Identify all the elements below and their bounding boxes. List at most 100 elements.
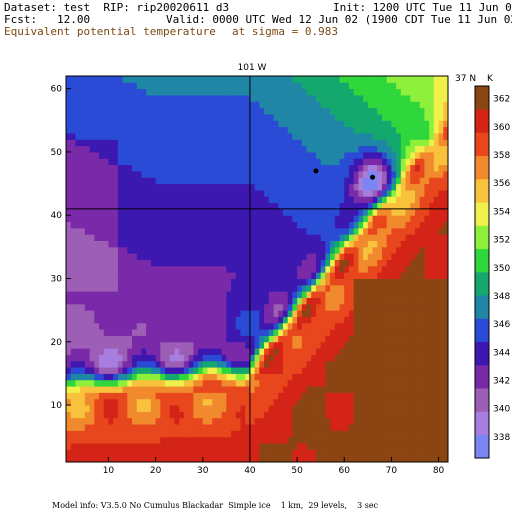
field-cell: [377, 316, 383, 324]
field-cell: [372, 354, 378, 362]
field-cell: [381, 373, 388, 381]
field-cell: [424, 392, 430, 400]
field-cell: [396, 259, 402, 267]
field-cell: [141, 411, 147, 419]
field-cell: [273, 436, 279, 444]
field-cell: [424, 436, 430, 444]
field-cell: [353, 158, 359, 166]
field-cell: [155, 354, 161, 362]
field-cell: [287, 455, 293, 462]
field-cell: [287, 76, 293, 83]
field-cell: [179, 94, 185, 102]
field-cell: [315, 240, 322, 248]
field-cell: [282, 291, 289, 298]
field-cell: [235, 265, 241, 273]
field-cell: [66, 196, 72, 204]
field-cell: [146, 443, 152, 450]
field-cell: [282, 405, 289, 412]
field-cell: [367, 291, 374, 298]
field-cell: [66, 449, 72, 457]
field-cell: [320, 341, 326, 349]
field-cell: [226, 120, 232, 128]
field-cell: [405, 265, 411, 273]
field-cell: [348, 253, 355, 261]
field-cell: [311, 120, 317, 128]
field-cell: [165, 443, 171, 450]
field-cell: [334, 234, 341, 242]
field-cell: [325, 405, 331, 412]
field-cell: [301, 221, 308, 229]
field-cell: [160, 120, 166, 128]
field-cell: [117, 367, 124, 374]
field-cell: [372, 170, 378, 178]
field-cell: [141, 88, 147, 96]
field-cell: [429, 221, 435, 229]
field-cell: [264, 398, 270, 406]
field-cell: [155, 234, 161, 242]
field-cell: [330, 335, 336, 343]
field-cell: [372, 417, 378, 425]
field-cell: [372, 436, 378, 444]
x-tick-label: 20: [150, 466, 162, 476]
field-cell: [240, 341, 246, 349]
field-cell: [179, 240, 185, 248]
field-cell: [136, 379, 142, 387]
field-cell: [146, 76, 152, 83]
field-cell: [268, 430, 275, 438]
field-cell: [363, 145, 369, 153]
field-cell: [414, 430, 421, 438]
field-cell: [231, 158, 237, 166]
field-cell: [273, 417, 279, 425]
field-cell: [240, 265, 246, 273]
field-cell: [438, 322, 444, 330]
field-cell: [438, 240, 444, 248]
field-cell: [424, 278, 430, 286]
field-cell: [169, 253, 175, 261]
field-cell: [226, 443, 232, 450]
field-cell: [169, 417, 175, 425]
field-cell: [202, 348, 208, 355]
field-cell: [386, 82, 392, 90]
field-cell: [330, 392, 336, 400]
field-cell: [386, 265, 392, 273]
field-cell: [249, 221, 256, 229]
field-cell: [363, 94, 369, 102]
field-cell: [174, 405, 180, 412]
field-cell: [268, 177, 275, 185]
field-cell: [75, 297, 81, 305]
field-cell: [429, 82, 435, 90]
field-cell: [146, 430, 152, 438]
field-cell: [353, 183, 359, 191]
field-cell: [287, 354, 293, 362]
field-cell: [99, 113, 105, 121]
field-cell: [377, 202, 383, 210]
field-cell: [443, 310, 448, 317]
field-cell: [315, 360, 322, 368]
field-cell: [174, 272, 180, 279]
field-cell: [268, 246, 275, 254]
field-cell: [231, 329, 237, 336]
field-cell: [155, 246, 161, 254]
field-cell: [254, 107, 260, 115]
field-cell: [75, 234, 81, 242]
field-cell: [202, 265, 208, 273]
field-cell: [372, 405, 378, 412]
field-cell: [353, 246, 359, 254]
field-cell: [287, 189, 293, 197]
field-cell: [193, 455, 199, 462]
field-cell: [292, 240, 298, 248]
field-cell: [429, 278, 435, 286]
field-cell: [207, 126, 213, 134]
field-cell: [207, 132, 213, 140]
field-cell: [278, 291, 284, 298]
field-cell: [391, 164, 397, 172]
field-cell: [363, 436, 369, 444]
field-cell: [381, 329, 388, 336]
field-cell: [160, 170, 166, 178]
field-cell: [381, 322, 388, 330]
field-cell: [240, 379, 246, 387]
field-cell: [391, 272, 397, 279]
field-cell: [410, 455, 416, 462]
field-cell: [386, 367, 392, 374]
field-cell: [297, 240, 303, 248]
